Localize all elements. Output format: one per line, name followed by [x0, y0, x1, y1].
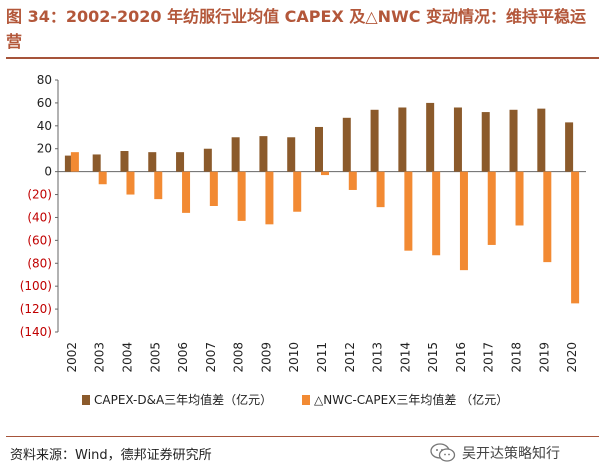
y-tick-label: (140) — [20, 325, 52, 339]
title-divider — [6, 57, 599, 59]
capex-bar-2017 — [481, 112, 490, 172]
x-tick-label: 2005 — [148, 342, 162, 373]
x-tick-label: 2013 — [371, 342, 385, 373]
nwc-bar-2020 — [571, 171, 580, 304]
capex-bar-2019 — [537, 108, 546, 172]
x-tick-label: 2011 — [315, 342, 329, 373]
y-tick-label: (40) — [27, 210, 52, 224]
nwc-bar-2016 — [459, 171, 468, 271]
footer-divider — [6, 436, 599, 437]
nwc-bar-2014 — [404, 171, 413, 251]
x-tick-label: 2006 — [176, 342, 190, 373]
capex-bar-2004 — [120, 151, 129, 172]
legend-swatch-1 — [82, 395, 90, 405]
x-tick-label: 2003 — [93, 342, 107, 373]
legend-label-2: △NWC-CAPEX三年均值差 （亿元） — [314, 392, 508, 407]
wechat-icon — [430, 443, 456, 462]
x-tick-label: 2014 — [398, 342, 412, 373]
y-tick-label: 0 — [44, 165, 52, 179]
capex-bar-2020 — [565, 122, 574, 172]
bar-chart: 80 60 40 20 0 (20) (40) (60) (80) (100) (120) (140)… — [20, 73, 586, 407]
nwc-bar-2015 — [432, 171, 441, 256]
capex-bar-2002 — [64, 155, 73, 172]
legend-label-1: CAPEX-D&A三年均值差（亿元） — [94, 392, 272, 407]
watermark-text: 吴开达策略知行 — [462, 446, 560, 462]
nwc-bar-2009 — [265, 171, 274, 225]
nwc-bar-2010 — [293, 171, 302, 212]
x-tick-label: 2012 — [343, 342, 357, 373]
nwc-bar-2019 — [543, 171, 552, 263]
y-tick-label: (80) — [27, 256, 52, 270]
nwc-bar-2017 — [487, 171, 496, 245]
x-tick-label: 2002 — [65, 342, 79, 373]
nwc-bar-2018 — [515, 171, 524, 226]
nwc-bar-2005 — [154, 171, 163, 200]
nwc-bar-2008 — [237, 171, 246, 221]
x-tick-label: 2020 — [565, 342, 579, 373]
capex-bar-2018 — [509, 109, 518, 172]
x-tick-label: 2008 — [232, 342, 246, 373]
x-tick-label: 2010 — [287, 342, 301, 373]
nwc-bar-2011 — [321, 171, 329, 176]
y-tick-label: (120) — [20, 302, 52, 316]
y-tick-label: 80 — [37, 73, 52, 87]
capex-bar-2015 — [426, 102, 435, 172]
nwc-bar-2003 — [98, 171, 107, 185]
y-tick-label: 40 — [37, 119, 52, 133]
y-tick-label: (100) — [20, 279, 52, 293]
x-tick-label: 2004 — [120, 342, 134, 373]
capex-bar-2003 — [92, 154, 101, 172]
capex-bar-2005 — [148, 152, 157, 172]
y-tick-label: 20 — [37, 142, 52, 156]
figure-title: 图 34：2002-2020 年纺服行业均值 CAPEX 及△NWC 变动情况：… — [6, 7, 587, 51]
x-tick-label: 2018 — [510, 342, 524, 373]
capex-bar-2013 — [370, 109, 379, 172]
capex-bar-2006 — [176, 152, 185, 172]
nwc-bar-2007 — [209, 171, 218, 206]
capex-bar-2007 — [203, 148, 212, 172]
capex-bar-2011 — [315, 126, 323, 172]
watermark: 吴开达策略知行 — [430, 438, 600, 468]
nwc-bar-2002 — [70, 152, 79, 172]
capex-bar-2012 — [342, 117, 351, 172]
x-tick-label: 2016 — [454, 342, 468, 373]
y-tick-label: 60 — [37, 96, 52, 110]
y-tick-label: (60) — [27, 233, 52, 247]
capex-bar-2016 — [453, 107, 462, 172]
nwc-bar-2004 — [126, 171, 135, 195]
nwc-bar-2006 — [182, 171, 191, 213]
x-tick-label: 2017 — [482, 342, 496, 373]
source-note: 资料来源：Wind，德邦证券研究所 — [10, 448, 212, 463]
x-tick-label: 2009 — [259, 342, 273, 373]
x-tick-label: 2019 — [537, 342, 551, 373]
nwc-bar-2012 — [348, 171, 357, 190]
capex-bar-2008 — [231, 137, 240, 172]
nwc-bar-2013 — [376, 171, 385, 208]
y-tick-label: (20) — [27, 188, 52, 202]
legend-swatch-2 — [302, 395, 310, 405]
capex-bar-2009 — [259, 136, 268, 172]
capex-bar-2010 — [287, 137, 296, 172]
x-tick-label: 2007 — [204, 342, 218, 373]
x-tick-label: 2015 — [426, 342, 440, 373]
capex-bar-2014 — [398, 107, 407, 172]
